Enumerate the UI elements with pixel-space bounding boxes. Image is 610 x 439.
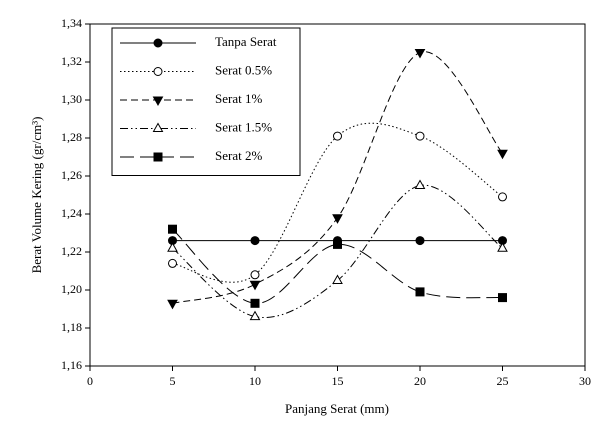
marker <box>250 298 260 308</box>
series-line <box>172 122 503 283</box>
marker <box>249 310 261 321</box>
marker <box>250 270 260 280</box>
x-axis-label: Panjang Serat (mm) <box>285 401 389 416</box>
legend-box <box>111 27 301 176</box>
y-tick-label: 1,26 <box>61 168 82 182</box>
marker <box>168 258 177 268</box>
marker <box>333 131 342 141</box>
marker <box>415 287 425 297</box>
marker <box>152 122 164 132</box>
x-tick-label: 30 <box>579 374 591 388</box>
marker <box>168 224 177 234</box>
marker <box>250 236 260 246</box>
marker <box>497 149 508 160</box>
series-line <box>172 51 503 304</box>
marker <box>332 274 343 284</box>
marker <box>167 242 178 252</box>
x-tick-label: 10 <box>249 374 261 388</box>
y-axis-label: Berat Volume Kering (gr/cm³) <box>29 117 44 274</box>
y-tick-label: 1,24 <box>61 206 82 220</box>
y-tick-label: 1,28 <box>61 130 82 144</box>
x-tick-label: 20 <box>414 374 426 388</box>
series <box>168 122 507 283</box>
marker <box>249 280 261 291</box>
marker <box>415 131 425 141</box>
x-tick-label: 15 <box>332 374 344 388</box>
y-tick-label: 1,34 <box>61 16 82 30</box>
x-tick-label: 25 <box>497 374 509 388</box>
marker <box>498 192 507 202</box>
marker <box>153 38 163 48</box>
marker <box>498 293 507 303</box>
marker <box>414 179 426 189</box>
legend-label: Serat 1% <box>215 91 262 106</box>
legend: Tanpa Serat Serat 0.5% Serat 1% Serat 1.5% S… <box>111 27 301 176</box>
marker <box>153 67 163 76</box>
x-tick-label: 0 <box>87 374 93 388</box>
legend-label: Serat 2% <box>215 148 262 163</box>
y-tick-label: 1,18 <box>61 320 82 334</box>
series <box>167 49 508 310</box>
legend-label: Tanpa Serat <box>215 34 277 49</box>
marker <box>415 236 425 246</box>
legend-label: Serat 1.5% <box>215 119 272 134</box>
marker <box>332 214 343 224</box>
series <box>167 179 508 321</box>
y-tick-label: 1,22 <box>61 244 82 258</box>
marker <box>153 152 163 162</box>
y-tick-label: 1,32 <box>61 54 82 68</box>
y-tick-label: 1,30 <box>61 92 82 106</box>
legend-label: Serat 0.5% <box>215 62 272 77</box>
x-tick-label: 5 <box>170 374 176 388</box>
marker <box>497 242 508 252</box>
marker <box>414 49 426 59</box>
y-tick-label: 1,16 <box>61 358 82 372</box>
y-tick-label: 1,20 <box>61 282 82 296</box>
marker <box>333 239 342 249</box>
marker <box>152 96 164 107</box>
series <box>168 224 507 308</box>
marker <box>167 299 178 310</box>
